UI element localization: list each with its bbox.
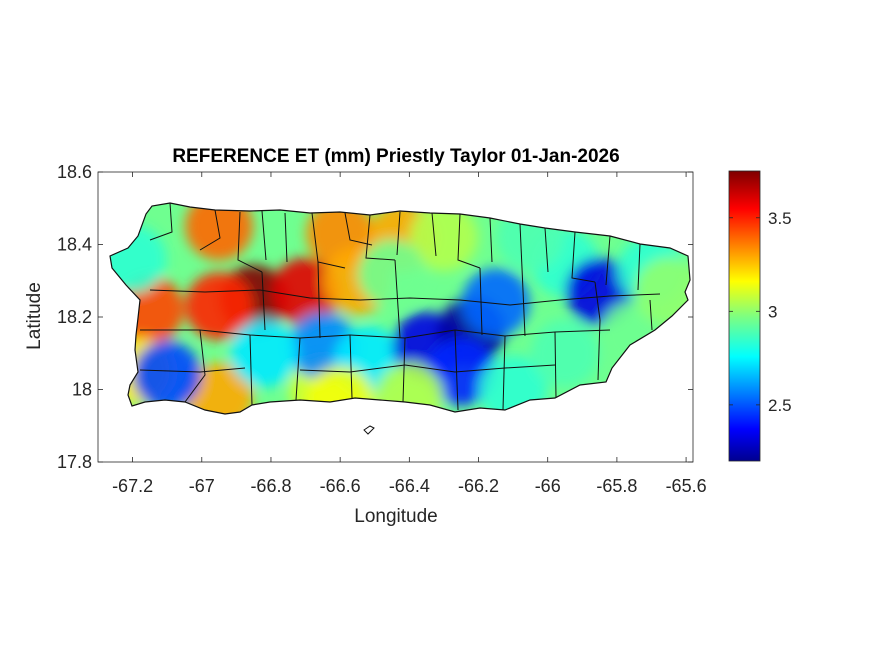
field-sample — [358, 239, 427, 308]
y-tick-label: 17.8 — [57, 452, 92, 472]
x-axis-label: Longitude — [354, 506, 437, 527]
boundary-line — [489, 217, 493, 263]
boundary-line — [457, 213, 481, 269]
colorbar: 2.5 3 3.5 — [728, 170, 792, 462]
x-tick-label: -66.4 — [389, 476, 430, 496]
boundary-line — [349, 329, 611, 339]
field-sample — [133, 341, 202, 409]
boundary-line — [396, 211, 401, 256]
x-tick-label: -66.6 — [320, 476, 361, 496]
boundary-line — [571, 231, 596, 283]
boundary-line — [344, 212, 373, 246]
boundary-line — [349, 334, 353, 399]
boundary-line — [519, 223, 523, 269]
colorbar-gradient — [728, 170, 761, 462]
field-sample — [271, 257, 340, 326]
boundary-line — [199, 209, 221, 251]
boundary-line — [394, 259, 401, 339]
boundary-line — [649, 299, 653, 331]
boundary-line — [402, 337, 406, 403]
field-sample — [230, 319, 299, 388]
boundary-line — [299, 364, 556, 373]
boundary-line — [261, 271, 266, 331]
colorbar-tick-label: 2.5 — [768, 396, 792, 415]
field-sample — [409, 203, 478, 272]
x-axis-ticks: -67.2 -67 -66.8 -66.6 -66.4 -66.2 -66 -65.8 -65.… — [112, 172, 707, 496]
boundary-line — [544, 227, 549, 273]
y-tick-label: 18.6 — [57, 162, 92, 182]
boundary-line — [261, 210, 267, 261]
colorbar-tick-label: 3.5 — [768, 209, 792, 228]
field-sample — [461, 268, 530, 337]
x-tick-label: -66.2 — [458, 476, 499, 496]
y-axis-ticks: 17.8 18 18.2 18.4 18.6 — [57, 162, 693, 472]
boundary-line — [597, 319, 601, 381]
small-island — [363, 425, 375, 435]
x-tick-label: -67 — [189, 476, 215, 496]
boundary-line — [454, 329, 459, 411]
chart-title: REFERENCE ET (mm) Priestly Taylor 01-Jan… — [172, 146, 619, 167]
boundary-line — [502, 335, 506, 411]
boundary-line — [139, 367, 246, 373]
boundary-line — [554, 331, 557, 399]
island-coastline — [109, 202, 691, 415]
colorbar-tick-label: 3 — [768, 302, 777, 321]
boundary-line — [479, 267, 483, 336]
boundary-line — [521, 267, 526, 337]
boundary-line — [431, 212, 437, 257]
boundary-line — [605, 235, 611, 286]
y-axis-label: Latitude — [24, 282, 45, 350]
boundary-line — [149, 289, 361, 301]
boundary-line — [149, 202, 173, 241]
municipal-boundaries — [139, 202, 661, 411]
boundary-line — [359, 293, 661, 306]
y-tick-label: 18.2 — [57, 307, 92, 327]
x-tick-label: -65.6 — [666, 476, 707, 496]
x-tick-label: -66.8 — [250, 476, 291, 496]
colorbar-ticks: 2.5 3 3.5 — [729, 209, 792, 415]
boundary-line — [637, 243, 641, 291]
boundary-line — [284, 212, 288, 263]
y-tick-label: 18 — [72, 380, 92, 400]
x-tick-label: -67.2 — [112, 476, 153, 496]
x-tick-label: -66 — [535, 476, 561, 496]
y-tick-label: 18.4 — [57, 235, 92, 255]
boundary-line — [249, 334, 253, 406]
boundary-line — [237, 211, 263, 273]
boundary-line — [317, 261, 321, 339]
field-sample — [185, 272, 254, 341]
boundary-line — [184, 329, 206, 403]
boundary-line — [594, 281, 601, 321]
boundary-line — [295, 337, 301, 401]
field-sample — [531, 319, 600, 388]
boundary-line — [365, 214, 396, 261]
x-tick-label: -65.8 — [596, 476, 637, 496]
